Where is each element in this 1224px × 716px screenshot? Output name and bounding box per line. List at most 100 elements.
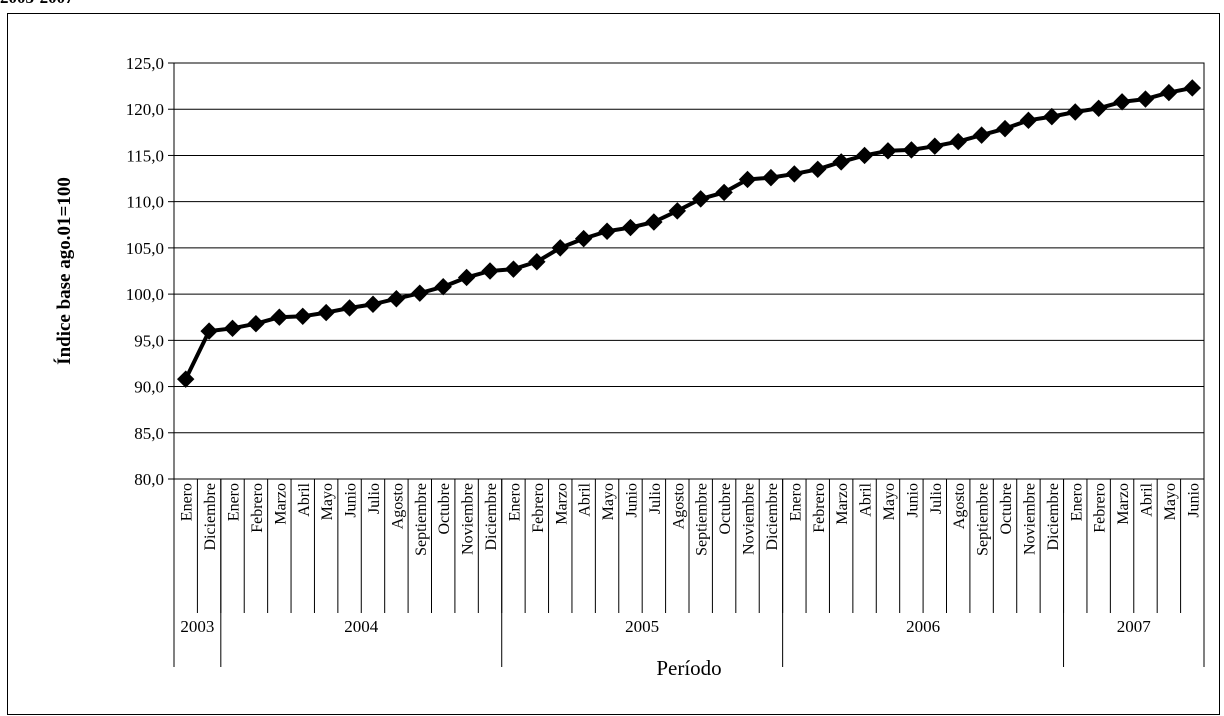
data-point xyxy=(715,183,733,202)
chart-frame xyxy=(7,13,1220,715)
x-tick-label: Septiembre xyxy=(413,483,430,556)
x-tick-label: Noviembre xyxy=(1021,483,1038,555)
data-point xyxy=(809,160,827,179)
y-tick-label: 105,0 xyxy=(126,239,164,258)
x-tick-label: Diciembre xyxy=(483,483,500,551)
y-tick-label: 90,0 xyxy=(134,378,164,397)
x-tick-label: Agosto xyxy=(389,483,406,529)
data-point xyxy=(434,278,452,296)
year-label: 2005 xyxy=(625,617,659,636)
x-tick-label: Mayo xyxy=(319,483,336,520)
data-point xyxy=(949,132,967,151)
gridlines xyxy=(174,62,1204,480)
data-point xyxy=(1183,79,1202,97)
data-point xyxy=(645,213,663,231)
data-point xyxy=(270,308,289,326)
data-point xyxy=(247,314,265,333)
x-tick-label: Mayo xyxy=(881,483,898,520)
x-tick-label: Febrero xyxy=(811,483,828,533)
x-tick-label: Abril xyxy=(1138,482,1155,516)
data-point xyxy=(551,239,569,257)
x-tick-label: Junio xyxy=(623,483,640,518)
x-tick-label: Octubre xyxy=(998,483,1015,535)
x-tick-label: Marzo xyxy=(834,483,851,525)
series-layer xyxy=(176,79,1202,388)
data-point xyxy=(411,284,429,302)
data-point xyxy=(364,295,382,313)
x-tick-label: Marzo xyxy=(553,483,570,525)
x-tick-label: Febrero xyxy=(1092,483,1109,533)
x-tick-label: Diciembre xyxy=(764,483,781,551)
data-point xyxy=(1113,93,1131,111)
y-tick-label: 120,0 xyxy=(126,100,164,119)
data-point xyxy=(176,370,195,388)
y-tick-label: 80,0 xyxy=(134,470,164,489)
header-title: 2003-2007 xyxy=(0,0,74,8)
x-tick-label: Enero xyxy=(226,483,243,521)
data-point xyxy=(668,202,687,220)
x-tick-label: Noviembre xyxy=(741,483,758,555)
data-point xyxy=(902,141,921,159)
data-point xyxy=(481,262,499,280)
x-tick-label: Mayo xyxy=(600,483,617,520)
x-tick-label: Junio xyxy=(904,483,921,518)
data-point xyxy=(926,137,944,155)
data-point xyxy=(738,170,757,189)
y-tick-label: 85,0 xyxy=(134,424,164,443)
x-axis-categories: Enero Diciembre Enero Febrero Marzo Abril Mayo… xyxy=(173,479,1205,667)
series-line xyxy=(183,85,1193,381)
year-label: 2003 xyxy=(180,617,214,636)
x-tick-label: Marzo xyxy=(272,483,289,525)
data-point xyxy=(621,218,640,237)
x-axis-label: Período xyxy=(656,656,721,680)
x-tick-label: Octubre xyxy=(717,483,734,535)
plot-area-border xyxy=(173,62,1205,480)
y-axis-ticks: 80,0 85,0 90,0 95,0 100,0 105,0 110,0 115,0 120,… xyxy=(126,54,174,489)
x-tick-label: Agosto xyxy=(670,483,687,529)
x-tick-label: Diciembre xyxy=(202,483,219,551)
x-tick-label: Marzo xyxy=(1115,483,1132,525)
y-tick-label: 125,0 xyxy=(126,54,164,73)
x-tick-label: Septiembre xyxy=(975,483,992,556)
data-point xyxy=(457,268,476,287)
data-point xyxy=(1066,103,1084,121)
data-point xyxy=(996,119,1014,138)
x-tick-label: Febrero xyxy=(249,483,266,533)
year-label: 2004 xyxy=(344,617,379,636)
data-point xyxy=(691,190,710,208)
x-tick-label: Febrero xyxy=(530,483,547,533)
data-point xyxy=(294,307,312,326)
x-tick-label: Junio xyxy=(343,483,360,518)
x-tick-label: Noviembre xyxy=(460,483,477,555)
data-point xyxy=(855,146,874,165)
data-point xyxy=(1089,99,1108,118)
y-tick-label: 115,0 xyxy=(126,146,164,165)
x-tick-label: Diciembre xyxy=(1045,483,1062,551)
x-tick-label: Julio xyxy=(928,483,945,514)
x-tick-label: Octubre xyxy=(436,483,453,535)
x-tick-label: Abril xyxy=(858,482,875,516)
data-point xyxy=(1043,107,1061,126)
data-point xyxy=(340,299,359,317)
year-label: 2006 xyxy=(906,617,940,636)
data-point xyxy=(598,222,616,240)
data-point xyxy=(762,168,780,187)
year-label: 2007 xyxy=(1117,617,1152,636)
data-point xyxy=(785,165,804,183)
data-point xyxy=(504,260,523,278)
data-point xyxy=(528,253,546,271)
data-point xyxy=(387,290,406,308)
x-tick-label: Abril xyxy=(296,482,313,516)
data-point xyxy=(1019,111,1038,130)
data-point xyxy=(879,142,897,160)
x-tick-label: Enero xyxy=(506,483,523,521)
y-tick-label: 95,0 xyxy=(134,331,164,350)
data-point xyxy=(200,322,218,340)
x-tick-label: Septiembre xyxy=(694,483,711,556)
x-tick-label: Abril xyxy=(577,482,594,516)
data-point xyxy=(317,303,335,322)
data-point xyxy=(574,229,593,248)
data-point xyxy=(223,319,242,338)
y-tick-label: 100,0 xyxy=(126,285,164,304)
